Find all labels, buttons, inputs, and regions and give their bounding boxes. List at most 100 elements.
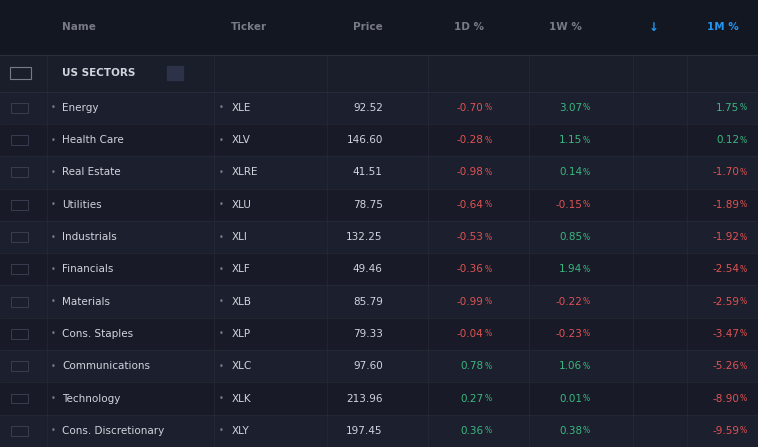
Text: -0.23: -0.23 [556,329,582,339]
Text: %: % [484,232,491,241]
Text: •: • [219,168,224,177]
Text: •: • [219,426,224,435]
Text: Cons. Staples: Cons. Staples [62,329,133,339]
Text: 0.85: 0.85 [559,232,582,242]
Text: •: • [52,168,56,177]
Text: -0.53: -0.53 [457,232,484,242]
Text: -2.59: -2.59 [712,297,739,307]
Text: -2.54: -2.54 [712,264,739,274]
Bar [0,286,758,318]
Bar [0,55,758,92]
Bar [0,92,758,124]
Text: XLF: XLF [231,264,250,274]
Text: Technology: Technology [62,393,121,404]
Bar [11,200,28,210]
Text: 1.94: 1.94 [559,264,582,274]
Text: %: % [740,200,747,209]
Bar [0,350,758,382]
Text: Materials: Materials [62,297,110,307]
Text: Energy: Energy [62,103,99,113]
Text: %: % [484,265,491,274]
Text: 0.78: 0.78 [460,361,484,371]
Text: •: • [219,297,224,306]
Text: -0.99: -0.99 [457,297,484,307]
Bar [11,168,28,177]
Text: •: • [52,135,56,144]
Text: •: • [219,394,224,403]
Text: 1.06: 1.06 [559,361,582,371]
Bar [11,329,28,339]
Text: 213.96: 213.96 [346,393,383,404]
Bar [0,0,758,55]
Text: 92.52: 92.52 [353,103,383,113]
Text: Utilities: Utilities [62,200,102,210]
Text: 1D %: 1D % [453,22,484,32]
Text: %: % [583,362,590,371]
Text: 78.75: 78.75 [353,200,383,210]
Text: -0.70: -0.70 [457,103,484,113]
Text: 197.45: 197.45 [346,426,383,436]
Text: XLK: XLK [231,393,251,404]
Text: -0.22: -0.22 [556,297,582,307]
Text: %: % [583,232,590,241]
Bar [0,415,758,447]
Bar [11,394,28,404]
Text: %: % [740,362,747,371]
Text: XLU: XLU [231,200,251,210]
Text: %: % [740,394,747,403]
Text: •: • [219,362,224,371]
Text: 49.46: 49.46 [353,264,383,274]
Text: 97.60: 97.60 [353,361,383,371]
Text: %: % [484,329,491,338]
Text: 1W %: 1W % [550,22,582,32]
Text: %: % [583,265,590,274]
Text: •: • [219,200,224,209]
Text: %: % [484,394,491,403]
Text: -0.64: -0.64 [457,200,484,210]
Text: •: • [52,103,56,112]
Text: -0.04: -0.04 [457,329,484,339]
Text: 0.12: 0.12 [716,135,739,145]
Text: 0.14: 0.14 [559,167,582,177]
Text: •: • [52,265,56,274]
Text: 0.36: 0.36 [460,426,484,436]
Text: 146.60: 146.60 [346,135,383,145]
Bar [0,382,758,415]
Text: 41.51: 41.51 [353,167,383,177]
Bar [0,221,758,253]
Bar [11,426,28,436]
Text: Price: Price [353,22,383,32]
Text: •: • [219,329,224,338]
Bar [11,135,28,145]
Bar [11,232,28,242]
Text: 85.79: 85.79 [353,297,383,307]
Text: Financials: Financials [62,264,114,274]
Text: -0.28: -0.28 [457,135,484,145]
Text: •: • [52,394,56,403]
Text: %: % [740,135,747,144]
Bar [0,253,758,286]
Text: %: % [740,168,747,177]
Text: %: % [740,329,747,338]
Text: •: • [52,297,56,306]
Text: -5.26: -5.26 [712,361,739,371]
Text: %: % [484,426,491,435]
Text: %: % [484,168,491,177]
Text: 1.15: 1.15 [559,135,582,145]
Text: XLV: XLV [231,135,250,145]
Text: Ticker: Ticker [231,22,268,32]
Bar [10,67,31,80]
Text: Health Care: Health Care [62,135,124,145]
Text: 0.38: 0.38 [559,426,582,436]
Text: %: % [583,426,590,435]
Text: -0.98: -0.98 [457,167,484,177]
Text: 0.27: 0.27 [460,393,484,404]
Text: •: • [219,265,224,274]
Text: %: % [484,103,491,112]
Text: •: • [52,232,56,241]
Text: %: % [484,297,491,306]
Text: %: % [740,297,747,306]
Text: US SECTORS: US SECTORS [62,68,136,78]
Text: %: % [583,168,590,177]
Text: -8.90: -8.90 [713,393,739,404]
